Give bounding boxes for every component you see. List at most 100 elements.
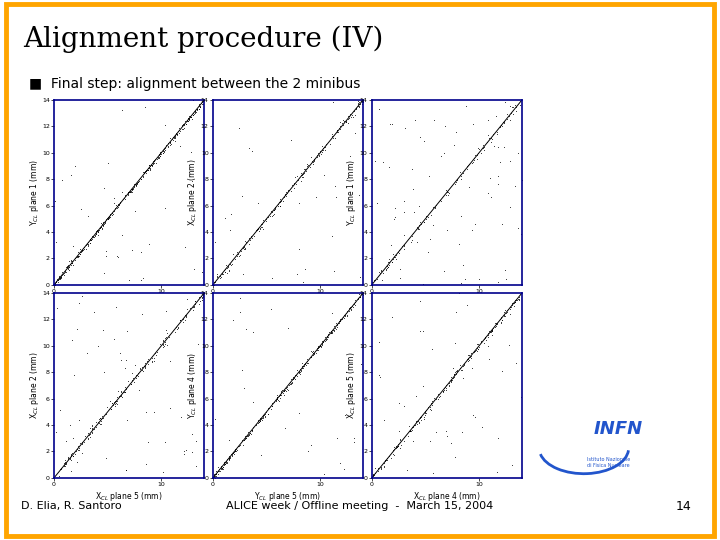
Point: [322, 333, 333, 341]
Point: [381, 456, 392, 464]
Point: [111, 396, 122, 405]
Point: [49, 280, 60, 288]
Point: [332, 322, 343, 331]
Point: [457, 168, 469, 177]
Point: [352, 294, 364, 302]
Point: [501, 308, 513, 316]
Point: [139, 362, 150, 370]
Point: [468, 154, 480, 163]
Point: [505, 302, 517, 311]
Point: [406, 165, 418, 174]
Point: [148, 408, 160, 417]
Point: [477, 423, 488, 431]
Point: [266, 274, 278, 282]
Point: [226, 451, 238, 460]
X-axis label: Y$_{CL}$ plane 2 (mm): Y$_{CL}$ plane 2 (mm): [96, 297, 163, 310]
Point: [110, 201, 122, 210]
Point: [189, 302, 200, 310]
Point: [140, 167, 152, 176]
Point: [168, 133, 180, 141]
Point: [89, 424, 100, 433]
Point: [274, 390, 286, 399]
Point: [343, 111, 355, 120]
Point: [55, 272, 66, 281]
Point: [74, 250, 86, 259]
Point: [81, 241, 92, 250]
Point: [498, 119, 510, 127]
Point: [485, 327, 497, 336]
Point: [412, 238, 423, 246]
Point: [456, 365, 467, 374]
Point: [229, 255, 240, 264]
Point: [328, 326, 339, 334]
Point: [143, 161, 155, 170]
Point: [186, 429, 198, 438]
Point: [97, 326, 109, 335]
Point: [231, 446, 243, 454]
Point: [60, 262, 71, 271]
Point: [316, 339, 328, 348]
Point: [414, 218, 426, 227]
Point: [52, 275, 63, 284]
Point: [130, 181, 141, 190]
Point: [135, 363, 146, 372]
Point: [122, 326, 133, 335]
Point: [482, 329, 493, 338]
Point: [121, 466, 132, 475]
Point: [458, 360, 469, 368]
Point: [135, 174, 147, 183]
Point: [194, 103, 205, 111]
Point: [256, 222, 267, 231]
Point: [373, 267, 384, 276]
Point: [257, 216, 269, 225]
Point: [194, 296, 206, 305]
Point: [86, 232, 98, 241]
Point: [327, 308, 338, 317]
Point: [220, 457, 232, 466]
Point: [323, 328, 335, 337]
Point: [146, 357, 158, 366]
Point: [131, 374, 143, 383]
Point: [234, 251, 246, 259]
Point: [184, 304, 196, 313]
Point: [390, 255, 402, 264]
Point: [76, 245, 88, 254]
Point: [448, 370, 459, 379]
Point: [392, 442, 404, 451]
Point: [190, 436, 202, 445]
Point: [84, 424, 96, 433]
Point: [245, 429, 256, 437]
Point: [444, 379, 455, 388]
Point: [58, 462, 69, 470]
Point: [112, 201, 124, 210]
Point: [482, 116, 494, 124]
Point: [84, 239, 96, 247]
Point: [66, 452, 77, 461]
Point: [253, 417, 264, 426]
Point: [512, 224, 523, 232]
Point: [227, 449, 238, 458]
Point: [114, 348, 126, 357]
Point: [161, 340, 173, 349]
Point: [279, 386, 290, 394]
Point: [346, 305, 357, 313]
Point: [375, 465, 387, 474]
Point: [151, 154, 163, 163]
Point: [449, 371, 460, 380]
Point: [196, 296, 207, 305]
Point: [185, 113, 197, 122]
Point: [212, 270, 223, 279]
Point: [252, 416, 264, 424]
Point: [489, 319, 500, 327]
Point: [287, 373, 298, 381]
Point: [428, 202, 439, 211]
Point: [142, 165, 153, 174]
Point: [289, 172, 301, 181]
Point: [471, 151, 482, 159]
Point: [246, 430, 257, 438]
Point: [463, 159, 474, 168]
Point: [480, 333, 491, 341]
Point: [498, 117, 509, 126]
Point: [197, 100, 208, 109]
Point: [73, 252, 84, 261]
